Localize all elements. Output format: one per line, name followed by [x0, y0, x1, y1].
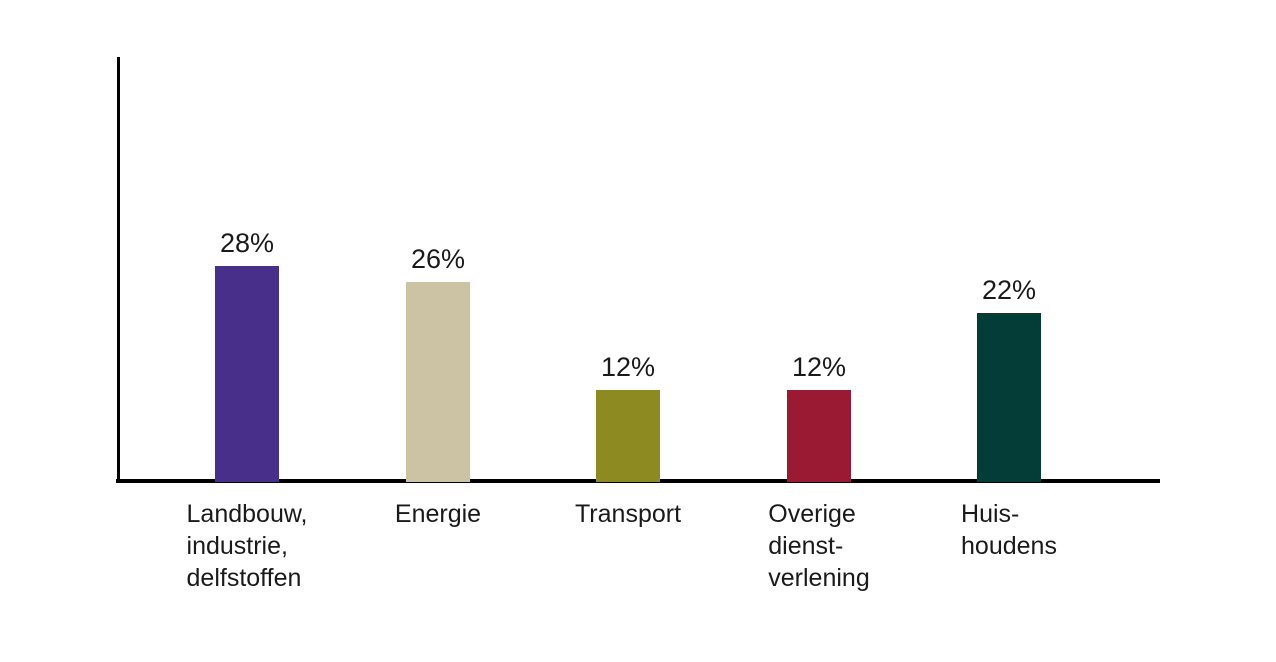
- bar-value-label: 26%: [410, 244, 466, 274]
- y-axis: [117, 57, 120, 482]
- category-label-line: Overige: [768, 500, 856, 528]
- category-label: Transport: [575, 498, 681, 530]
- category-label-line: Huis-: [961, 500, 1020, 528]
- bar-1: [406, 282, 470, 482]
- category-label: Energie: [395, 498, 481, 530]
- category-label-line: Transport: [574, 500, 682, 528]
- category-label-line: verlening: [768, 564, 870, 592]
- category-label-line: delfstoffen: [186, 564, 302, 592]
- category-label: Landbouw, industrie, delfstoffen: [187, 498, 308, 594]
- category-label-line: houdens: [961, 532, 1057, 560]
- bar-3: [787, 390, 851, 482]
- category-label: Huis-houdens: [961, 498, 1057, 562]
- bar-value-label: 12%: [791, 352, 847, 382]
- bar-4: [977, 313, 1041, 482]
- bar-value-label: 22%: [981, 275, 1037, 305]
- bar-value-label: 12%: [600, 352, 656, 382]
- bar-value-label: 28%: [219, 228, 275, 258]
- category-label-line: Landbouw,: [186, 500, 308, 528]
- category-label-line: Energie: [394, 500, 482, 528]
- bar-0: [215, 266, 279, 482]
- category-label-line: dienst-: [768, 532, 844, 560]
- category-label-line: industrie,: [186, 532, 288, 560]
- bar-2: [596, 390, 660, 482]
- category-label: Overige dienst-verlening: [768, 498, 869, 594]
